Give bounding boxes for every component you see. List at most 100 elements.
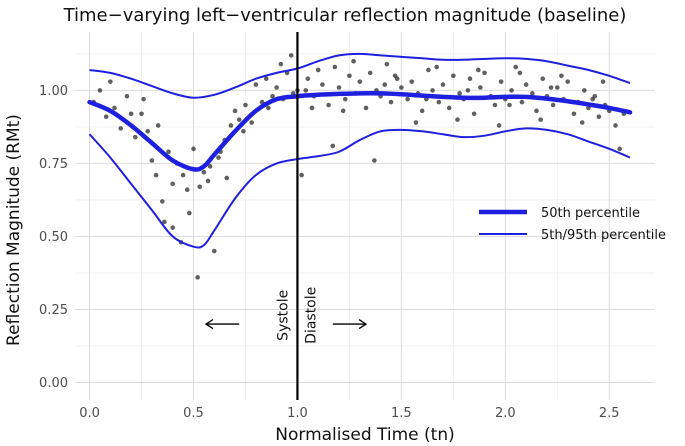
data-point: [232, 108, 238, 114]
data-point: [112, 105, 117, 111]
data-point: [509, 88, 514, 93]
data-point: [153, 172, 159, 178]
x-tick-label: 0.0: [79, 406, 100, 421]
data-point: [507, 102, 512, 108]
data-point: [540, 76, 546, 82]
diastole-label: Diastole: [303, 287, 319, 344]
data-point: [228, 123, 234, 128]
data-point: [513, 64, 519, 70]
data-point: [534, 108, 539, 114]
data-point: [162, 219, 167, 225]
data-point: [471, 111, 477, 117]
data-point: [363, 105, 369, 111]
data-point: [253, 82, 259, 87]
percentile-lines: [87, 52, 633, 249]
data-points: [91, 53, 627, 280]
legend-label-median: 50th percentile: [541, 206, 640, 221]
data-point: [351, 58, 356, 64]
x-tick-label: 2.0: [495, 406, 516, 421]
data-point: [384, 61, 390, 67]
data-point: [582, 88, 587, 93]
data-point: [413, 120, 419, 125]
data-point: [241, 129, 246, 134]
legend: 50th percentile 5th/95th percentile: [479, 206, 666, 243]
data-point: [211, 248, 217, 254]
data-point: [392, 73, 398, 79]
data-point: [554, 85, 560, 90]
data-point: [141, 96, 146, 102]
data-point: [617, 146, 622, 152]
legend-label-band: 5th/95th percentile: [541, 228, 666, 243]
data-point: [184, 187, 190, 193]
data-point: [132, 134, 138, 140]
y-axis-ticks: 0.00 0.25 0.50 0.75 1.00: [39, 84, 68, 391]
data-point: [299, 172, 304, 178]
data-point: [550, 102, 556, 108]
data-point: [243, 102, 248, 108]
percentile-50th-line: [87, 90, 633, 172]
data-point: [613, 123, 618, 128]
data-point: [457, 91, 462, 96]
data-point: [440, 82, 446, 87]
data-point: [399, 85, 404, 90]
data-point: [436, 99, 442, 105]
data-point: [326, 102, 331, 108]
data-point: [160, 199, 165, 204]
data-point: [145, 129, 151, 134]
data-point: [278, 61, 284, 67]
data-point: [465, 88, 471, 93]
data-point: [309, 105, 315, 111]
x-axis-ticks: 0.0 0.5 1.0 1.5 2.0 2.5: [79, 406, 619, 421]
data-point: [249, 120, 255, 125]
y-tick-label: 0.25: [39, 303, 68, 318]
systole-arrow: [204, 319, 240, 330]
data-point: [139, 111, 144, 117]
data-point: [170, 225, 176, 230]
y-tick-label: 1.00: [39, 84, 68, 99]
data-point: [270, 93, 275, 99]
data-point: [451, 73, 456, 79]
data-point: [372, 158, 377, 163]
data-point: [559, 73, 564, 79]
data-point: [419, 108, 425, 114]
data-point: [197, 184, 203, 190]
percentile-95th-line: [89, 52, 631, 99]
x-tick-label: 0.5: [183, 406, 204, 421]
data-point: [446, 105, 452, 111]
x-axis-title: Normalised Time (tn): [275, 425, 454, 445]
chart-title: Time−varying left−ventricular reflection…: [63, 5, 627, 26]
data-point: [303, 88, 309, 93]
data-point: [288, 53, 294, 58]
data-point: [434, 64, 440, 70]
data-point: [103, 114, 109, 119]
data-point: [498, 79, 504, 84]
data-point: [496, 123, 502, 128]
data-point: [205, 178, 211, 184]
data-point: [216, 155, 221, 160]
data-point: [224, 175, 230, 181]
data-point: [108, 79, 113, 84]
data-point: [315, 67, 321, 73]
data-point: [382, 82, 388, 87]
data-point: [475, 67, 481, 73]
arrow-head: [358, 319, 368, 330]
data-point: [530, 91, 535, 96]
data-point: [565, 79, 570, 84]
x-tick-label: 1.0: [287, 406, 308, 421]
data-point: [195, 275, 200, 280]
arrow-head: [204, 319, 214, 330]
data-point: [367, 70, 373, 76]
data-point: [492, 102, 498, 108]
data-point: [590, 96, 595, 102]
data-point: [149, 158, 155, 163]
data-point: [166, 149, 171, 155]
data-point: [170, 181, 176, 187]
data-point: [191, 146, 196, 152]
data-point: [236, 117, 242, 122]
data-point: [263, 76, 269, 82]
data-point: [97, 88, 103, 93]
data-point: [187, 210, 192, 216]
data-point: [336, 85, 342, 90]
phase-annotations: Systole Diastole: [204, 287, 368, 344]
